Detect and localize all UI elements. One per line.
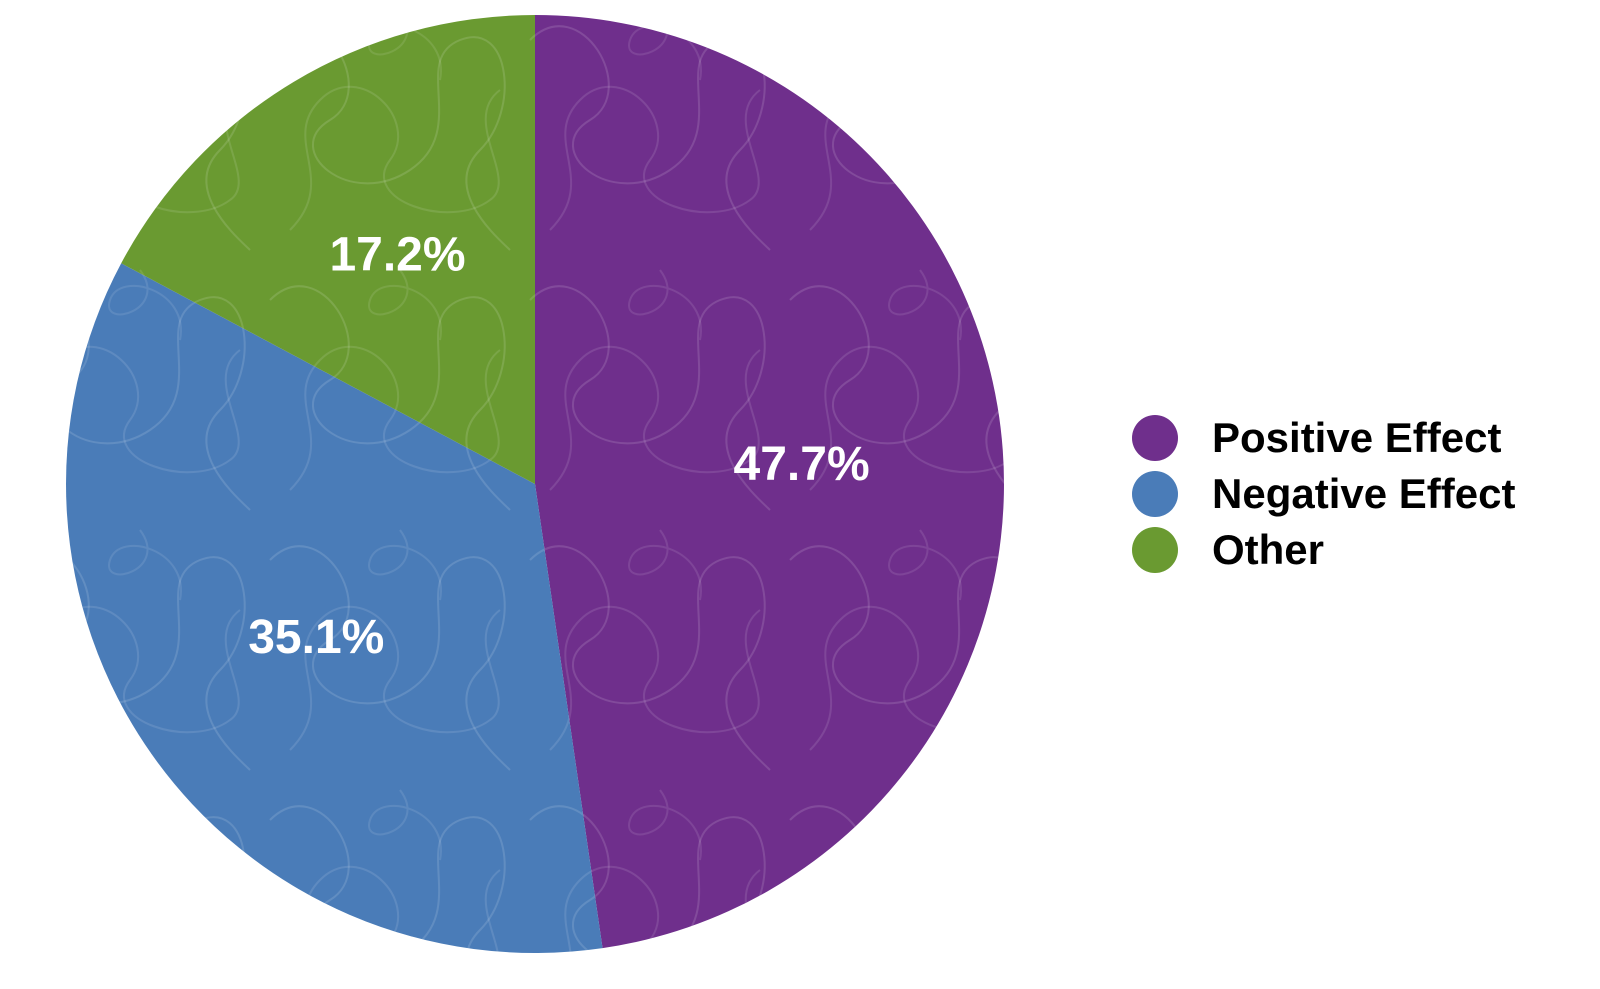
pie-value-label-other: 17.2% [329,228,465,281]
pie-slices [66,15,1004,953]
pie-slice-texture-negative-effect [66,263,603,953]
chart-legend: Positive Effect Negative Effect Other [1132,414,1515,574]
legend-label-other: Other [1212,526,1325,573]
legend-item-positive-effect: Positive Effect [1132,414,1515,462]
pie-slice-texture-other [121,15,536,484]
legend-label-positive-effect: Positive Effect [1212,414,1502,461]
pie-slice-positive-effect [535,15,1004,949]
pie-value-label-negative-effect: 35.1% [248,611,384,664]
legend-item-negative-effect: Negative Effect [1132,470,1515,518]
pie-slice-other [121,15,536,484]
legend-swatch-positive-effect [1132,415,1178,461]
legend-item-other: Other [1132,526,1515,574]
legend-swatch-negative-effect [1132,471,1178,517]
legend-swatch-other [1132,527,1178,573]
pie-value-label-positive-effect: 47.7% [734,438,870,491]
pie-slice-negative-effect [66,263,603,953]
legend-label-negative-effect: Negative Effect [1212,470,1516,517]
pie-value-labels: 47.7% 35.1% 17.2% [248,228,869,664]
pie-slice-texture-positive-effect [535,15,1004,949]
